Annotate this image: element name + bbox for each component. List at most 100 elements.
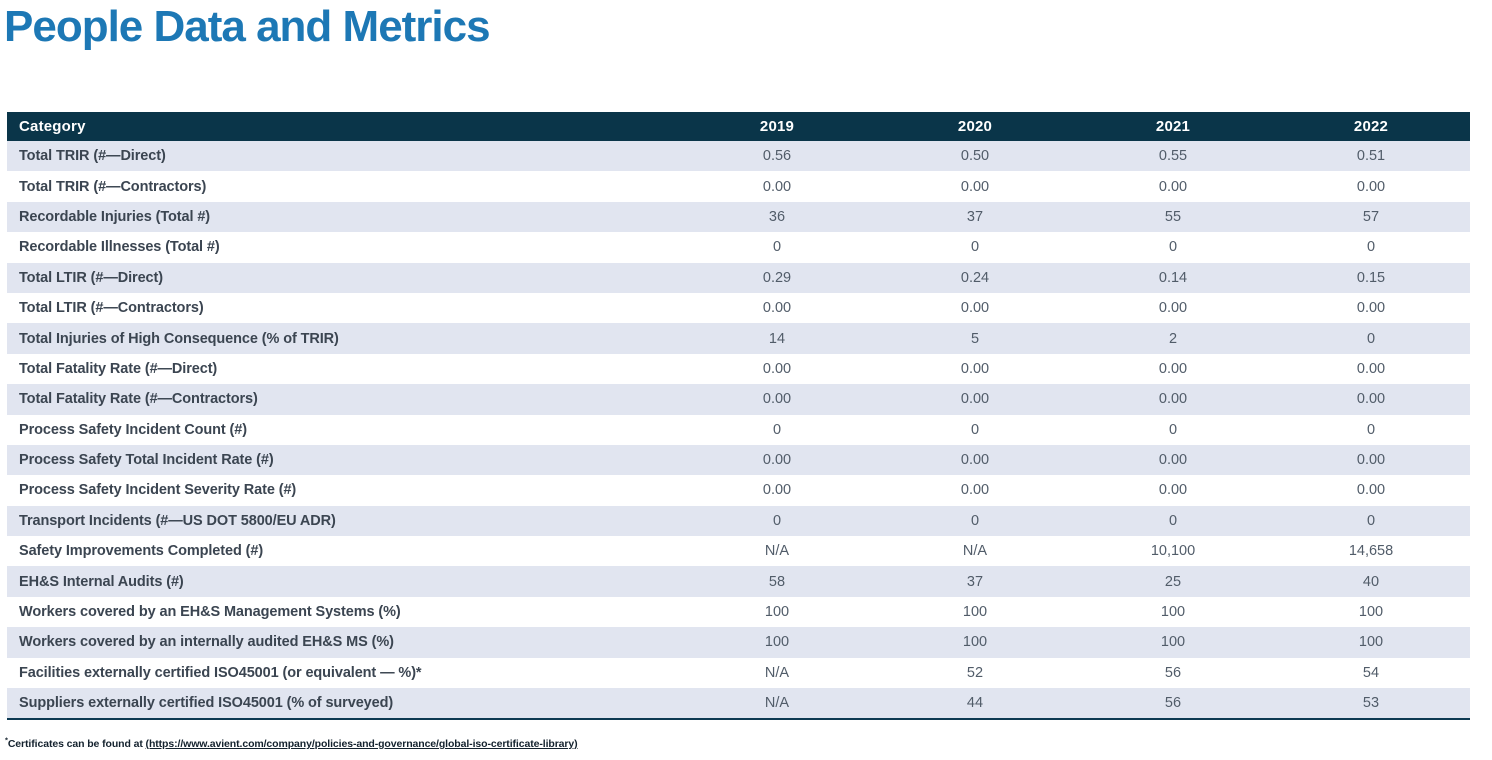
row-category-label: Total LTIR (#—Direct) xyxy=(7,262,678,293)
row-value: 0.00 xyxy=(1074,353,1272,385)
row-value: 53 xyxy=(1272,688,1470,721)
row-value: 25 xyxy=(1074,566,1272,597)
column-header-year: 2019 xyxy=(678,112,876,141)
row-value: 100 xyxy=(1272,627,1470,658)
row-category-label: Recordable Injuries (Total #) xyxy=(7,201,678,233)
row-value: 0.00 xyxy=(876,292,1074,324)
row-value: 100 xyxy=(678,627,876,658)
row-value: 58 xyxy=(678,566,876,597)
table-row: Workers covered by an internally audited… xyxy=(7,627,1470,658)
table-row: Total TRIR (#—Contractors) 0.00 0.00 0.00 0.… xyxy=(7,171,1470,202)
row-value: 0.00 xyxy=(1272,292,1470,324)
row-value: 0.00 xyxy=(678,444,876,476)
footnote: *Certificates can be found at (https://w… xyxy=(5,735,578,750)
table-row: Safety Improvements Completed (#) N/A N/A 1… xyxy=(7,536,1470,567)
row-value: 56 xyxy=(1074,688,1272,721)
row-category-label: Total LTIR (#—Contractors) xyxy=(7,292,678,324)
row-category-label: EH&S Internal Audits (#) xyxy=(7,566,678,597)
row-value: 0 xyxy=(678,414,876,445)
row-value: 55 xyxy=(1074,201,1272,233)
row-value: 0 xyxy=(876,232,1074,263)
row-category-label: Safety Improvements Completed (#) xyxy=(7,536,678,567)
column-header-year: 2020 xyxy=(876,112,1074,141)
row-value: 0.00 xyxy=(678,384,876,415)
row-category-label: Recordable Illnesses (Total #) xyxy=(7,232,678,263)
table-row: Total Injuries of High Consequence (% of… xyxy=(7,323,1470,354)
row-value: 0.00 xyxy=(1272,353,1470,385)
row-value: 0.00 xyxy=(1074,384,1272,415)
row-category-label: Workers covered by an EH&S Management Sy… xyxy=(7,596,678,628)
row-value: 0.00 xyxy=(1272,384,1470,415)
row-value: 0.00 xyxy=(876,353,1074,385)
row-value: 0.51 xyxy=(1272,141,1470,172)
row-value: 0.14 xyxy=(1074,262,1272,293)
row-value: 0.15 xyxy=(1272,262,1470,293)
row-value: 0.00 xyxy=(678,171,876,202)
row-category-label: Transport Incidents (#—US DOT 5800/EU AD… xyxy=(7,505,678,537)
row-value: 52 xyxy=(876,657,1074,689)
row-value: 100 xyxy=(1074,627,1272,658)
row-category-label: Suppliers externally certified ISO45001 … xyxy=(7,688,678,721)
table-row: Recordable Illnesses (Total #) 0 0 0 0 xyxy=(7,232,1470,263)
row-value: 14 xyxy=(678,323,876,354)
row-category-label: Process Safety Total Incident Rate (#) xyxy=(7,444,678,476)
row-value: 56 xyxy=(1074,657,1272,689)
row-value: 0 xyxy=(1272,505,1470,537)
row-category-label: Total TRIR (#—Contractors) xyxy=(7,171,678,202)
column-header-year: 2021 xyxy=(1074,112,1272,141)
row-value: 54 xyxy=(1272,657,1470,689)
footnote-certificate-link[interactable]: (https://www.avient.com/company/policies… xyxy=(145,738,578,750)
row-category-label: Workers covered by an internally audited… xyxy=(7,627,678,658)
people-metrics-table: Category 2019 2020 2021 2022 Total TRIR (#—D… xyxy=(7,112,1470,721)
table-body: Total TRIR (#—Direct) 0.56 0.50 0.55 0.51 Tot… xyxy=(7,141,1470,721)
table-row: Workers covered by an EH&S Management Sy… xyxy=(7,596,1470,628)
row-value: 0.56 xyxy=(678,141,876,172)
row-value: 0.50 xyxy=(876,141,1074,172)
row-value: 44 xyxy=(876,688,1074,721)
table-row: Suppliers externally certified ISO45001 … xyxy=(7,688,1470,721)
row-value: 36 xyxy=(678,201,876,233)
table-row: Total Fatality Rate (#—Contractors) 0.00 0… xyxy=(7,384,1470,415)
table-row: Facilities externally certified ISO45001… xyxy=(7,657,1470,689)
row-value: 0.29 xyxy=(678,262,876,293)
row-value: 0.00 xyxy=(1272,444,1470,476)
row-value: N/A xyxy=(678,657,876,689)
row-value: 0 xyxy=(678,505,876,537)
row-category-label: Total Fatality Rate (#—Direct) xyxy=(7,353,678,385)
row-value: 0.00 xyxy=(876,171,1074,202)
row-value: 0 xyxy=(1272,232,1470,263)
row-value: 0.55 xyxy=(1074,141,1272,172)
row-value: 0.00 xyxy=(876,384,1074,415)
row-value: 0.00 xyxy=(876,444,1074,476)
table-row: Process Safety Total Incident Rate (#) 0.… xyxy=(7,444,1470,476)
row-value: 100 xyxy=(678,596,876,628)
table-row: Process Safety Incident Count (#) 0 0 0 0 xyxy=(7,414,1470,445)
column-header-category: Category xyxy=(7,112,678,141)
row-category-label: Process Safety Incident Count (#) xyxy=(7,414,678,445)
table-row: EH&S Internal Audits (#) 58 37 25 40 xyxy=(7,566,1470,597)
row-value: 0 xyxy=(1074,505,1272,537)
row-value: 0.00 xyxy=(876,475,1074,506)
table-row: Total Fatality Rate (#—Direct) 0.00 0.00 0.… xyxy=(7,353,1470,385)
row-category-label: Process Safety Incident Severity Rate (#… xyxy=(7,475,678,506)
row-value: 100 xyxy=(1074,596,1272,628)
row-value: 0.00 xyxy=(1074,475,1272,506)
row-value: N/A xyxy=(876,536,1074,567)
footnote-asterisk: * xyxy=(5,735,8,745)
row-value: 0 xyxy=(1074,232,1272,263)
table-row: Process Safety Incident Severity Rate (#… xyxy=(7,475,1470,506)
page-title: People Data and Metrics xyxy=(4,2,491,51)
row-value: 100 xyxy=(1272,596,1470,628)
row-value: 2 xyxy=(1074,323,1272,354)
row-value: 0 xyxy=(1272,323,1470,354)
row-value: 100 xyxy=(876,627,1074,658)
table-row: Total TRIR (#—Direct) 0.56 0.50 0.55 0.51 xyxy=(7,141,1470,172)
row-category-label: Total Fatality Rate (#—Contractors) xyxy=(7,384,678,415)
table-row: Total LTIR (#—Direct) 0.29 0.24 0.14 0.15 xyxy=(7,262,1470,293)
row-value: 0.00 xyxy=(678,475,876,506)
row-value: 10,100 xyxy=(1074,536,1272,567)
row-value: 57 xyxy=(1272,201,1470,233)
row-value: N/A xyxy=(678,688,876,721)
row-category-label: Total Injuries of High Consequence (% of… xyxy=(7,323,678,354)
row-category-label: Total TRIR (#—Direct) xyxy=(7,141,678,172)
